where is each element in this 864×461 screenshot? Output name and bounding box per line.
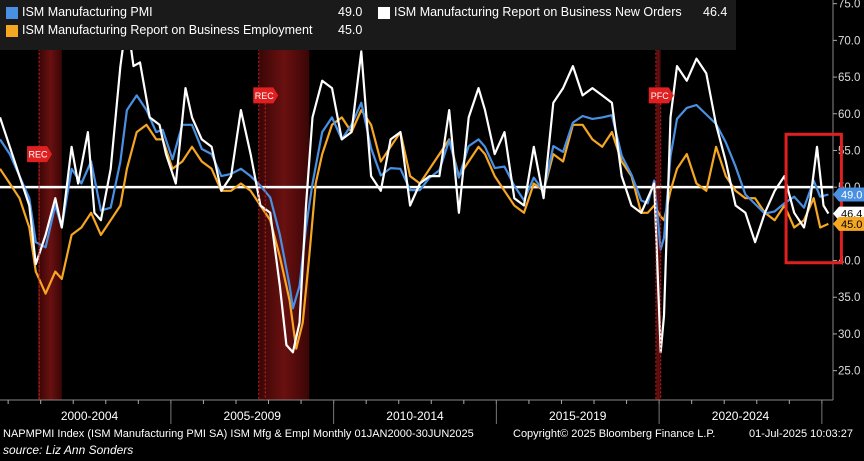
series-line bbox=[0, 109, 829, 350]
y-tick-label: 25.0 bbox=[838, 366, 860, 378]
x-period-label: 2020-2024 bbox=[712, 409, 770, 423]
new-orders-swatch bbox=[378, 7, 390, 19]
legend-employment-value: 45.0 bbox=[338, 23, 363, 37]
y-tick-label: 40.0 bbox=[838, 256, 860, 268]
legend-new-orders-label: ISM Manufacturing Report on Business New… bbox=[394, 5, 682, 19]
legend-new-orders-value: 46.4 bbox=[703, 5, 728, 19]
series-line bbox=[0, 94, 829, 310]
y-tick-label: 35.0 bbox=[838, 292, 860, 304]
y-tick-label: 60.0 bbox=[838, 109, 860, 121]
legend-employment-label: ISM Manufacturing Report on Business Emp… bbox=[22, 23, 313, 37]
rec-marker-label: PFC bbox=[651, 91, 670, 101]
rec-marker-flag bbox=[27, 146, 53, 163]
y-tick-label: 65.0 bbox=[838, 72, 860, 84]
x-period-label: 2005-2009 bbox=[224, 409, 282, 423]
last-value-label: 45.0 bbox=[841, 219, 862, 231]
recession-band bbox=[258, 0, 310, 400]
y-tick-label: 75.0 bbox=[838, 0, 860, 11]
source-note: source: Liz Ann Sonders bbox=[3, 443, 134, 457]
footer-ticker: NAPMPMI Index (ISM Manufacturing PMI SA)… bbox=[3, 428, 474, 440]
rec-marker-flag bbox=[648, 87, 674, 104]
footer-timestamp: 01-Jul-2025 10:03:27 bbox=[749, 428, 853, 440]
y-tick-label: 55.0 bbox=[838, 145, 860, 157]
footer-copyright: Copyright© 2025 Bloomberg Finance L.P. bbox=[513, 428, 716, 440]
last-value-label: 49.0 bbox=[841, 189, 862, 201]
pmi-swatch bbox=[6, 7, 18, 19]
series-line bbox=[0, 17, 830, 354]
x-period-label: 2000-2004 bbox=[61, 409, 119, 423]
last-value-tag bbox=[833, 216, 864, 231]
recession-band bbox=[655, 0, 661, 400]
y-tick-label: 70.0 bbox=[838, 35, 860, 47]
recession-band bbox=[39, 0, 62, 400]
rec-marker-flag bbox=[253, 87, 279, 104]
x-period-label: 2010-2014 bbox=[386, 409, 444, 423]
legend-pmi-label: ISM Manufacturing PMI bbox=[22, 5, 153, 19]
y-tick-label: 30.0 bbox=[838, 329, 860, 341]
rec-marker-label: REC bbox=[29, 150, 49, 160]
last-value-tag bbox=[833, 187, 864, 202]
employment-swatch bbox=[6, 25, 18, 37]
x-period-label: 2015-2019 bbox=[549, 409, 607, 423]
rec-marker-label: REC bbox=[255, 91, 275, 101]
legend: ISM Manufacturing PMI 49.0 ISM Manufactu… bbox=[0, 0, 736, 50]
legend-pmi-value: 49.0 bbox=[338, 5, 363, 19]
